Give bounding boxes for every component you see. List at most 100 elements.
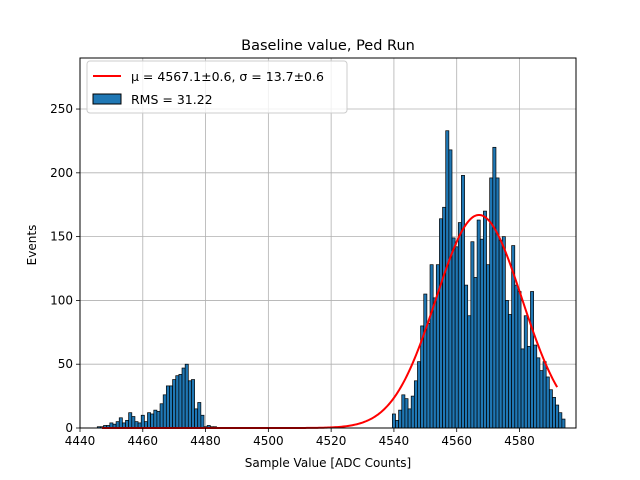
- histogram-bar-92: [561, 418, 566, 429]
- histogram-bar-59: [457, 222, 462, 429]
- y-tick-label-1: 50: [58, 357, 73, 371]
- histogram-bar-83: [533, 344, 538, 429]
- histogram-bar-80: [523, 315, 528, 429]
- histogram-bar-46: [417, 361, 421, 429]
- histogram-bar-74: [505, 300, 509, 429]
- legend-fit-label: μ = 4567.1±0.6, σ = 13.7±0.6: [131, 69, 324, 84]
- histogram-bar-90: [555, 404, 560, 429]
- histogram-bar-69: [489, 177, 494, 429]
- histogram-bar-41: [401, 394, 406, 429]
- histogram-bar-42: [404, 398, 409, 429]
- histogram-bar-29: [187, 380, 192, 429]
- legend-rms-label: RMS = 31.22: [131, 92, 213, 107]
- histogram-bar-88: [548, 389, 553, 429]
- histogram-bar-73: [501, 236, 506, 429]
- x-tick-label-4: 4520: [316, 434, 347, 448]
- histogram-bar-62: [467, 315, 472, 429]
- legend: μ = 4567.1±0.6, σ = 13.7±0.6 RMS = 31.22: [86, 60, 348, 114]
- y-tick-label-5: 250: [50, 102, 73, 116]
- histogram-bar-49: [426, 323, 431, 429]
- histogram-bar-67: [483, 210, 487, 429]
- histogram-bar-38: [392, 413, 396, 429]
- y-tick-label-3: 150: [50, 230, 73, 244]
- histogram-bar-72: [498, 240, 503, 429]
- histogram-bar-75: [508, 314, 512, 429]
- histogram-bar-60: [461, 175, 465, 429]
- histogram-bar-85: [539, 370, 544, 429]
- histogram-bar-26: [178, 374, 183, 429]
- histogram-bar-57: [451, 237, 456, 429]
- histogram-bar-78: [517, 291, 522, 429]
- x-tick-label-7: 4580: [504, 434, 535, 448]
- x-tick-label-5: 4540: [379, 434, 410, 448]
- histogram-bar-44: [410, 395, 415, 429]
- histogram-bar-58: [454, 246, 459, 429]
- histogram-bar-65: [476, 219, 481, 429]
- histogram-bar-23: [169, 385, 173, 429]
- histogram-bar-30: [191, 379, 195, 429]
- histogram-bar-51: [432, 297, 437, 429]
- histogram-bar-55: [445, 130, 450, 429]
- y-axis-label: Events: [25, 225, 39, 266]
- histogram-bar-66: [479, 238, 484, 429]
- histogram-bar-70: [492, 146, 497, 429]
- histogram-bar-25: [175, 375, 180, 429]
- histogram-bar-19: [156, 411, 161, 429]
- x-tick-label-3: 4500: [253, 434, 284, 448]
- histogram-bar-68: [486, 264, 491, 429]
- histogram-bar-28: [184, 363, 189, 429]
- histogram-bar-39: [395, 419, 399, 429]
- histogram-bar-54: [442, 206, 447, 429]
- histogram-bar-89: [552, 397, 556, 429]
- histogram-bar-45: [413, 380, 418, 429]
- histogram-bar-71: [495, 177, 500, 429]
- y-tick-label-0: 0: [65, 421, 73, 435]
- histogram-bar-77: [514, 284, 519, 429]
- histogram-bar-11: [131, 416, 136, 429]
- legend-rms-patch-symbol: [92, 93, 122, 105]
- x-tick-label-6: 4560: [441, 434, 472, 448]
- y-tick-label-2: 100: [50, 293, 73, 307]
- legend-box: [86, 60, 348, 114]
- histogram-bar-43: [407, 408, 412, 429]
- y-axis-ticks: 0 50 100 150 200 250: [50, 102, 80, 435]
- histogram-bar-63: [470, 241, 475, 429]
- histogram-bar-87: [545, 376, 550, 429]
- histogram-bar-50: [429, 264, 434, 429]
- chart-title: Baseline value, Ped Run: [241, 38, 415, 54]
- histogram-bar-64: [473, 277, 478, 429]
- histogram-bar-40: [398, 409, 403, 429]
- histogram-bars: [96, 130, 566, 429]
- histogram-bar-91: [558, 412, 563, 429]
- histogram-bar-56: [448, 149, 453, 429]
- histogram-bar-84: [536, 357, 541, 429]
- x-tick-label-0: 4440: [65, 434, 96, 448]
- histogram-bar-53: [439, 218, 443, 429]
- histogram-bar-20: [159, 403, 164, 429]
- x-tick-label-1: 4460: [128, 434, 159, 448]
- histogram-bar-48: [423, 293, 428, 429]
- histogram-bar-7: [118, 417, 123, 429]
- x-tick-label-2: 4480: [190, 434, 221, 448]
- histogram-bar-82: [530, 291, 534, 429]
- histogram-bar-10: [128, 412, 133, 429]
- histogram-bar-18: [153, 409, 158, 429]
- histogram-bar-16: [147, 412, 151, 429]
- histogram-bar-33: [200, 414, 205, 429]
- histogram-bar-14: [140, 414, 145, 429]
- histogram-bar-81: [526, 345, 531, 429]
- histogram-bar-61: [464, 284, 469, 429]
- histogram-bar-32: [197, 402, 202, 429]
- histogram-bar-31: [194, 408, 199, 429]
- histogram-bar-24: [172, 379, 177, 429]
- histogram-bar-79: [520, 348, 525, 429]
- histogram-bar-17: [150, 413, 155, 429]
- plot-frame: [79, 57, 577, 429]
- histogram-bar-27: [181, 367, 186, 429]
- x-axis-ticks: 4440 4460 4480 4500 4520 4540 4560 4580: [65, 428, 535, 448]
- histogram-bar-9: [125, 419, 130, 429]
- histogram-bar-21: [162, 394, 167, 429]
- histogram-bar-86: [542, 361, 547, 429]
- histogram-bar-22: [165, 385, 170, 429]
